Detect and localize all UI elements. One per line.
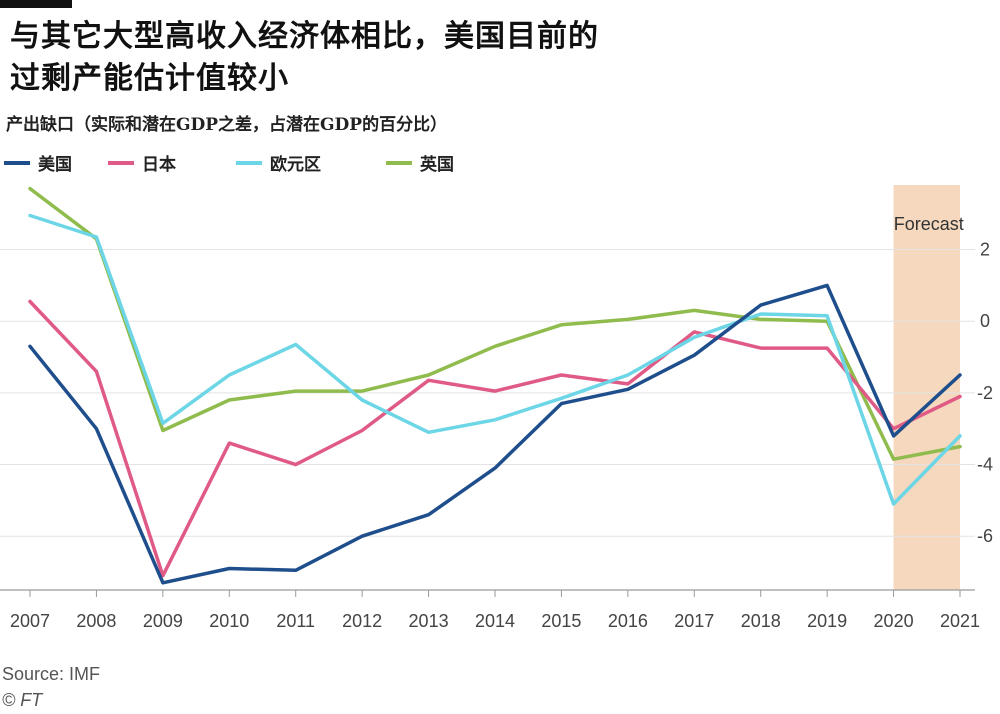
legend-label-japan: 日本 bbox=[142, 155, 176, 175]
y-tick-label: -2 bbox=[977, 383, 993, 403]
series-line-us bbox=[28, 283, 962, 585]
series-line-eurozone bbox=[28, 213, 962, 506]
legend-label-us: 美国 bbox=[38, 155, 72, 175]
series-line-uk bbox=[28, 186, 962, 461]
chart-title-line-2: 过剩产能估计值较小 bbox=[10, 61, 289, 96]
legend-label-eurozone: 欧元区 bbox=[270, 155, 321, 175]
x-tick-label: 2009 bbox=[143, 611, 183, 631]
x-tick-label: 2017 bbox=[674, 611, 714, 631]
chart-subtitle: 产出缺口（实际和潜在GDP之差，占潜在GDP的百分比） bbox=[6, 115, 448, 135]
x-tick-label: 2021 bbox=[940, 611, 980, 631]
brand-bar bbox=[0, 0, 72, 8]
legend-swatch-japan bbox=[108, 160, 134, 165]
x-tick-label: 2018 bbox=[741, 611, 781, 631]
legend-swatch-us bbox=[4, 160, 30, 165]
chart-title: 与其它大型高收入经济体相比，美国目前的 过剩产能估计值较小 bbox=[10, 16, 599, 100]
y-tick-label: -4 bbox=[977, 455, 993, 475]
legend-label-uk: 英国 bbox=[420, 155, 454, 175]
legend-item-uk: 英国 bbox=[386, 150, 454, 175]
chart-area: Forecast 2 0 -2 -4 -6 2007 2008 2009 2010 2011 2012… bbox=[0, 185, 993, 631]
x-tick-label: 2013 bbox=[409, 611, 449, 631]
x-tick-label: 2011 bbox=[276, 611, 315, 631]
x-tick-label: 2007 bbox=[10, 611, 50, 631]
legend-swatch-eurozone bbox=[236, 160, 262, 165]
y-tick-label: 0 bbox=[980, 311, 990, 331]
x-tick-label: 2010 bbox=[209, 611, 249, 631]
series-line-japan bbox=[28, 299, 962, 578]
legend-item-eurozone: 欧元区 bbox=[236, 150, 321, 175]
forecast-band bbox=[893, 185, 960, 590]
legend-item-us: 美国 bbox=[4, 150, 72, 175]
x-tick-label: 2015 bbox=[541, 611, 581, 631]
x-tick-label: 2014 bbox=[475, 611, 515, 631]
y-tick-label: -6 bbox=[977, 526, 993, 546]
x-tick-label: 2016 bbox=[608, 611, 648, 631]
legend-swatch-uk bbox=[386, 160, 412, 165]
chart-title-line-1: 与其它大型高收入经济体相比，美国目前的 bbox=[10, 19, 599, 54]
y-tick-label: 2 bbox=[980, 240, 990, 260]
legend-item-japan: 日本 bbox=[108, 150, 176, 175]
credit-note: © FT bbox=[2, 690, 43, 710]
x-tick-label: 2012 bbox=[342, 611, 382, 631]
x-tick-label: 2020 bbox=[874, 611, 914, 631]
forecast-label: Forecast bbox=[894, 214, 964, 234]
source-note: Source: IMF bbox=[2, 664, 101, 684]
x-tick-label: 2019 bbox=[807, 611, 847, 631]
x-tick-label: 2008 bbox=[76, 611, 116, 631]
